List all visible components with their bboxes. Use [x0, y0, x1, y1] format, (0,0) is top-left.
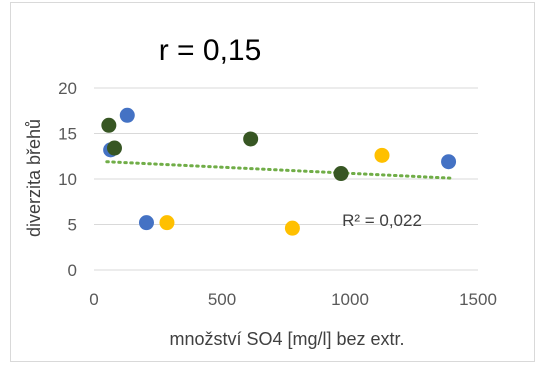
y-tick-label: 0 — [68, 261, 77, 280]
data-point — [333, 166, 349, 182]
data-point — [374, 147, 390, 163]
data-point — [101, 117, 117, 133]
data-point — [441, 154, 457, 170]
y-tick-label: 5 — [68, 216, 77, 235]
y-tick-label: 20 — [58, 79, 77, 98]
data-point — [159, 215, 175, 231]
y-tick-labels: 0 5 10 15 20 — [58, 79, 77, 280]
x-tick-labels: 0 500 1000 1500 — [89, 290, 497, 309]
x-tick-label: 500 — [208, 290, 236, 309]
y-tick-label: 15 — [58, 125, 77, 144]
gridlines — [94, 87, 478, 271]
x-axis-label: množství SO4 [mg/l] bez extr. — [169, 329, 404, 349]
x-tick-label: 1000 — [331, 290, 369, 309]
data-point — [106, 140, 122, 156]
y-axis-label: diverzita břehů — [24, 119, 44, 237]
data-point — [284, 220, 300, 236]
y-tick-label: 10 — [58, 170, 77, 189]
trendline-group — [105, 160, 452, 180]
x-tick-label: 1500 — [459, 290, 497, 309]
chart-title: r = 0,15 — [159, 34, 262, 67]
trendline — [105, 160, 452, 180]
r-squared-label: R² = 0,022 — [342, 211, 422, 230]
data-points — [101, 107, 457, 236]
data-point — [243, 131, 259, 147]
data-point — [138, 215, 154, 231]
chart-area — [10, 2, 535, 362]
x-tick-label: 0 — [89, 290, 98, 309]
data-point — [119, 107, 135, 123]
